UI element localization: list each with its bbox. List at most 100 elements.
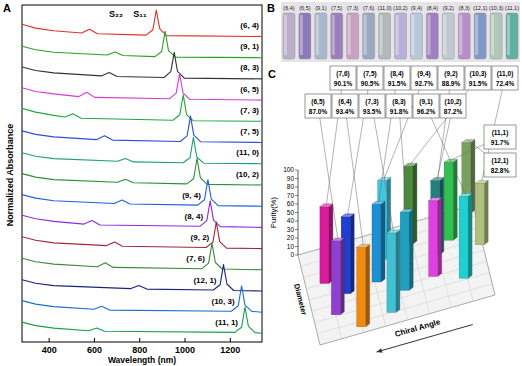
- category-label: (7,6): [336, 70, 349, 78]
- bar-front: [429, 201, 438, 277]
- bar-front: [475, 183, 484, 245]
- vial: [410, 13, 422, 59]
- photo-background: [281, 2, 520, 62]
- bar-front: [320, 207, 329, 284]
- y-tick: [295, 195, 298, 196]
- category-label: (10,3): [470, 70, 487, 78]
- series-label: (10, 3): [211, 297, 234, 306]
- label-box: [305, 94, 331, 118]
- spectrum: [22, 265, 262, 291]
- vial: [395, 13, 407, 59]
- vial-label: (7,5): [331, 5, 342, 11]
- vial: [299, 13, 311, 59]
- data-label: 91.5%: [388, 80, 407, 87]
- label-box: [484, 153, 516, 177]
- category-label: (11,1): [492, 129, 509, 137]
- y-tick-label: 30: [287, 226, 295, 233]
- bar-front: [331, 241, 340, 315]
- label-box: [440, 94, 466, 118]
- vial-highlight: [443, 15, 446, 55]
- category-label: (8,4): [390, 70, 403, 78]
- data-label: 82.8%: [491, 167, 510, 174]
- data-label: 87.0%: [309, 108, 328, 115]
- panel-label: C: [268, 68, 276, 80]
- y-tick-label: 10: [287, 243, 295, 250]
- y-tick-label: 20: [287, 234, 295, 241]
- spectrum: [22, 31, 262, 58]
- data-label: 92.7%: [415, 80, 434, 87]
- vial-highlight: [507, 15, 510, 55]
- vial-highlight: [411, 15, 414, 55]
- spectrum: [22, 243, 262, 269]
- spectrum: [22, 180, 262, 207]
- leader-line: [426, 106, 466, 195]
- bar-side: [396, 230, 400, 313]
- vial: [474, 13, 486, 59]
- bar-side: [409, 209, 413, 290]
- vial: [506, 13, 518, 59]
- bar-side: [350, 214, 354, 294]
- data-label: 87.2%: [444, 108, 463, 115]
- series-label: (12, 1): [193, 276, 216, 285]
- vial: [331, 13, 343, 59]
- x-tick-label: 400: [42, 345, 57, 355]
- bar-side: [413, 163, 417, 244]
- data-label: 88.9%: [442, 80, 461, 87]
- vial-highlight: [332, 15, 335, 55]
- label-box: [359, 94, 385, 118]
- category-label: (7,3): [365, 98, 378, 106]
- y-tick: [295, 212, 298, 213]
- bar-front: [387, 233, 396, 312]
- category-label: (9,1): [419, 98, 432, 106]
- y-tick: [295, 178, 298, 179]
- series-label: (9, 4): [182, 191, 201, 200]
- spectrum: [22, 159, 262, 186]
- label-box: [330, 66, 356, 90]
- vial-label: (7,6): [363, 5, 374, 11]
- x-axis-title: Wavelength (nm): [108, 355, 176, 365]
- figure: A40060080010001200Wavelength (nm)Normali…: [0, 0, 522, 366]
- data-label: 96.2%: [417, 108, 436, 115]
- spectrum: [22, 52, 262, 79]
- y-tick-label: 70: [287, 192, 295, 199]
- data-label: 91.7%: [491, 139, 510, 146]
- series-label: (6, 5): [240, 85, 259, 94]
- series-label: (7, 3): [240, 106, 259, 115]
- data-label: 91.8%: [390, 108, 409, 115]
- bar-side: [381, 201, 385, 282]
- bars: [320, 140, 488, 327]
- spectrum: [22, 201, 262, 228]
- vial: [426, 13, 438, 59]
- y-tick-label: 40: [287, 217, 295, 224]
- leader-line: [318, 106, 338, 239]
- bar-top: [462, 140, 475, 143]
- vial-highlight: [427, 15, 430, 55]
- vial: [458, 13, 470, 59]
- leader-line: [399, 106, 407, 210]
- spectrum: [22, 307, 262, 333]
- label-box: [438, 66, 464, 90]
- vial: [379, 13, 391, 59]
- bar-side: [366, 244, 370, 326]
- data-label: 93.5%: [363, 108, 382, 115]
- vial-label: (9,4): [411, 5, 422, 11]
- category-label: (9,2): [444, 70, 457, 78]
- category-label: (7,5): [363, 70, 376, 78]
- vial-highlight: [475, 15, 478, 55]
- data-label: 90.1%: [334, 80, 353, 87]
- category-label: (8,3): [392, 98, 405, 106]
- y-tick: [295, 246, 298, 247]
- y-tick: [295, 221, 298, 222]
- bar-side: [340, 238, 344, 315]
- series-label: (7, 6): [186, 254, 205, 263]
- y-axis-title: Normalized Absorbance: [5, 124, 15, 227]
- label-box: [492, 66, 518, 90]
- y-tick-label: 60: [287, 200, 295, 207]
- x-tick: [49, 338, 50, 342]
- data-label: 72.4%: [496, 80, 515, 87]
- category-label: (11,0): [497, 70, 514, 78]
- annotation: S₂₂: [109, 9, 123, 19]
- y-tick: [295, 204, 298, 205]
- series-label: (8, 3): [240, 63, 259, 72]
- y-tick: [295, 187, 298, 188]
